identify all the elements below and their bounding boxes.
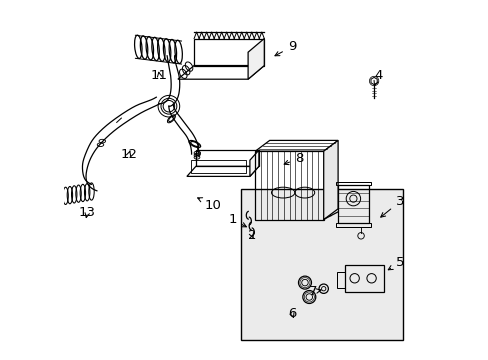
Text: 13: 13 — [79, 206, 96, 219]
Text: 12: 12 — [120, 148, 137, 161]
Bar — [335, 182, 370, 185]
Text: 3: 3 — [380, 195, 404, 217]
Text: 8: 8 — [284, 152, 303, 165]
Bar — [190, 160, 246, 173]
Bar — [241, 189, 402, 340]
Polygon shape — [249, 150, 258, 176]
Polygon shape — [323, 140, 337, 220]
Text: 2: 2 — [247, 229, 256, 242]
Text: 7: 7 — [309, 285, 320, 298]
Text: 10: 10 — [197, 198, 222, 212]
Text: 1: 1 — [227, 213, 246, 227]
Text: 11: 11 — [151, 69, 167, 82]
Polygon shape — [247, 39, 264, 79]
Text: 6: 6 — [287, 307, 295, 320]
Text: 4: 4 — [373, 69, 382, 85]
Text: 9: 9 — [274, 40, 295, 56]
Bar — [335, 223, 370, 227]
Text: 5: 5 — [387, 256, 404, 270]
Bar — [337, 185, 368, 223]
Bar — [344, 265, 384, 292]
